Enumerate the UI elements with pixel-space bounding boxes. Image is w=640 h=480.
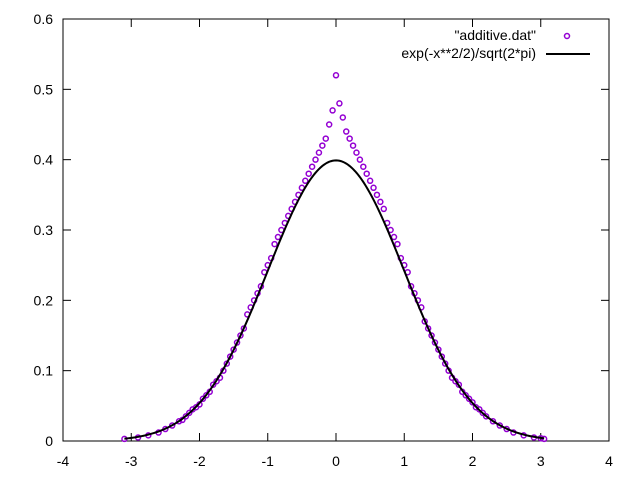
scatter-point xyxy=(319,142,326,149)
scatter-point xyxy=(394,240,401,248)
legend-label-scatter: "additive.dat" xyxy=(454,27,536,43)
scatter-point xyxy=(305,170,312,177)
scatter-point xyxy=(482,413,490,420)
y-tick-label: 0.1 xyxy=(34,363,54,379)
scatter-point xyxy=(360,163,367,170)
x-tick-label: -1 xyxy=(262,453,275,469)
scatter-point xyxy=(346,135,353,142)
x-tick-label: 3 xyxy=(537,453,545,469)
scatter-point xyxy=(329,107,336,114)
x-tick-label: -4 xyxy=(57,453,70,469)
scatter-point xyxy=(302,177,309,185)
x-tick-label: 1 xyxy=(400,453,408,469)
x-axis: -4 -3 -2 -1 0 1 2 3 4 xyxy=(57,19,613,469)
scatter-point xyxy=(476,406,483,413)
scatter-series xyxy=(121,72,548,443)
scatter-point xyxy=(175,418,183,425)
scatter-point xyxy=(469,399,476,406)
scatter-point xyxy=(353,149,360,156)
scatter-point xyxy=(325,121,333,128)
scatter-point xyxy=(366,177,374,185)
y-tick-label: 0 xyxy=(45,433,53,449)
scatter-point xyxy=(356,156,364,163)
scatter-point xyxy=(182,413,190,420)
scatter-point xyxy=(380,205,388,213)
scatter-point xyxy=(315,149,323,156)
y-axis: 0 0.1 0.2 0.3 0.4 0.5 0.6 xyxy=(34,11,609,449)
legend-marker-scatter xyxy=(563,32,571,40)
y-tick-label: 0.6 xyxy=(34,11,54,27)
scatter-point xyxy=(336,100,343,107)
scatter-point xyxy=(465,395,473,403)
plot-frame xyxy=(62,18,610,442)
scatter-point xyxy=(209,381,217,388)
legend-label-line: exp(-x**2/2)/sqrt(2*pi) xyxy=(401,45,536,61)
x-tick-label: -2 xyxy=(193,453,206,469)
y-tick-label: 0.5 xyxy=(34,81,54,97)
y-tick-label: 0.2 xyxy=(34,292,54,308)
y-tick-label: 0.4 xyxy=(34,152,54,168)
scatter-point xyxy=(373,191,381,199)
scatter-point xyxy=(332,72,340,79)
scatter-point xyxy=(438,353,446,360)
scatter-point xyxy=(199,395,207,403)
scatter-point xyxy=(339,114,347,121)
scatter-point xyxy=(363,170,370,177)
scatter-point xyxy=(370,184,377,192)
x-tick-label: 0 xyxy=(332,453,340,469)
scatter-point xyxy=(455,381,463,388)
gaussian-curve-line xyxy=(124,159,545,440)
scatter-point xyxy=(342,128,350,135)
y-tick-label: 0.3 xyxy=(34,222,54,238)
scatter-point xyxy=(186,409,193,417)
scatter-point xyxy=(489,418,497,425)
x-tick-label: 2 xyxy=(469,453,477,469)
scatter-point xyxy=(462,392,469,399)
scatter-point xyxy=(203,392,210,399)
scatter-point xyxy=(308,163,316,170)
scatter-point xyxy=(271,240,278,248)
x-tick-label: -3 xyxy=(125,453,138,469)
scatter-point xyxy=(226,353,234,360)
scatter-point xyxy=(479,409,486,417)
scatter-point xyxy=(349,142,357,149)
scatter-point xyxy=(322,135,330,142)
scatter-point xyxy=(312,156,319,163)
legend: "additive.dat" exp(-x**2/2)/sqrt(2*pi) xyxy=(401,27,590,61)
scatter-point xyxy=(377,198,384,206)
x-tick-label: 4 xyxy=(605,453,613,469)
